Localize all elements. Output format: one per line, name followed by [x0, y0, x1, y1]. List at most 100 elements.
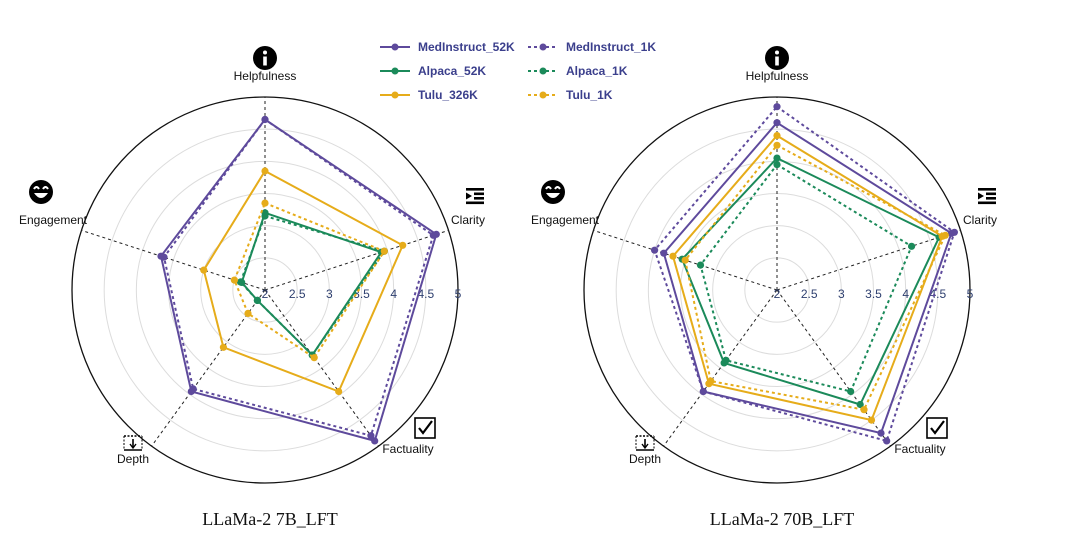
tick-label: 4: [390, 287, 397, 301]
data-point-helpfulness: [773, 132, 781, 140]
series-alpaca-1k: [696, 161, 916, 396]
tick-label: 2.5: [801, 287, 818, 301]
data-point-clarity: [908, 242, 916, 250]
series-line: [681, 156, 941, 406]
data-point-engagement: [696, 261, 705, 269]
series-line: [233, 201, 386, 360]
axis-label-factuality: Factuality: [382, 442, 433, 456]
series-line: [239, 214, 386, 357]
chart-70b: 2 2.5 3 3.5 4 4.5 5 Helpfulness Clarity Factualit…: [531, 46, 997, 529]
series-medinstruct-52k: [157, 115, 440, 445]
data-point-depth: [722, 356, 730, 364]
series-line: [202, 169, 404, 393]
data-point-factuality: [310, 354, 318, 362]
data-point-helpfulness: [773, 119, 781, 127]
data-point-engagement: [230, 276, 238, 284]
series-tulu-1k: [681, 141, 949, 414]
data-point-clarity: [399, 241, 407, 249]
tick-label: 2.5: [289, 287, 306, 301]
data-point-helpfulness: [261, 115, 269, 124]
legend-label: Tulu_326K: [418, 88, 478, 102]
legend-item-medinstruct-1k: MedInstruct_1K: [528, 40, 656, 54]
data-point-factuality: [877, 429, 885, 437]
series-line: [159, 118, 438, 443]
data-point-factuality: [367, 432, 375, 440]
axis-label-helpfulness: Helpfulness: [746, 69, 809, 83]
axis-spoke-depth: [663, 289, 778, 447]
chart-7b: 2 2.5 3 3.5 4 4.5 5HelpfulnessClarityFactualit…: [19, 46, 485, 529]
data-point-factuality: [371, 437, 379, 445]
data-point-clarity: [380, 247, 388, 255]
series-medinstruct-1k: [651, 103, 959, 445]
series-medinstruct-1k: [160, 115, 437, 440]
legend-item-tulu-1k: Tulu_1K: [528, 88, 613, 102]
axis-label-depth: Depth: [629, 452, 661, 466]
data-point-depth: [699, 387, 707, 396]
legend: MedInstruct_52K Alpaca_52K Tulu_326K MedIns…: [380, 40, 656, 102]
depth-icon: [635, 435, 655, 451]
tick-label: 5: [455, 287, 462, 301]
data-point-factuality: [883, 437, 891, 445]
grid-ring: [200, 225, 330, 355]
axis-label-clarity: Clarity: [963, 213, 997, 227]
tick-label: 2: [262, 287, 269, 301]
smiley-icon: [29, 180, 53, 204]
legend-item-medinstruct-52k: MedInstruct_52K: [380, 40, 515, 54]
axis-label-depth: Depth: [117, 452, 149, 466]
data-point-engagement: [651, 246, 659, 254]
info-icon: [253, 46, 277, 70]
tick-label: 2: [774, 287, 781, 301]
data-point-depth: [707, 377, 715, 385]
data-point-helpfulness: [261, 167, 269, 175]
axis-label-engagement: Engagement: [19, 213, 88, 227]
axis-label-engagement: Engagement: [531, 213, 600, 227]
data-point-helpfulness: [773, 103, 781, 111]
series-line: [699, 163, 913, 393]
data-point-helpfulness: [773, 154, 781, 162]
series-line: [162, 118, 435, 437]
axis-spoke-factuality: [776, 289, 891, 447]
data-point-helpfulness: [261, 212, 269, 220]
axis-spoke-factuality: [264, 289, 379, 447]
legend-item-tulu-326k: Tulu_326K: [380, 88, 478, 102]
data-point-depth: [253, 296, 261, 304]
data-point-factuality: [335, 387, 343, 396]
series-line: [653, 105, 956, 443]
axis-spoke-clarity: [264, 229, 449, 291]
series-alpaca-1k: [236, 212, 388, 359]
data-point-factuality: [856, 400, 864, 409]
legend-label: Alpaca_1K: [566, 64, 628, 78]
legend-label: MedInstruct_1K: [566, 40, 656, 54]
tick-label: 5: [967, 287, 974, 301]
axis-label-helpfulness: Helpfulness: [234, 69, 297, 83]
data-point-engagement: [236, 278, 245, 286]
legend-label: Alpaca_52K: [418, 64, 486, 78]
chart-title: LLaMa-2 70B_LFT: [710, 509, 854, 529]
data-point-depth: [189, 385, 197, 393]
data-point-factuality: [847, 387, 855, 396]
tick-label: 4.5: [929, 287, 946, 301]
data-point-engagement: [160, 253, 168, 261]
grid-ring: [103, 128, 427, 452]
grid-ring: [712, 225, 842, 355]
depth-icon: [123, 435, 143, 451]
data-point-engagement: [660, 249, 668, 257]
axis-label-factuality: Factuality: [894, 442, 945, 456]
checkbox-icon: [926, 417, 948, 439]
data-point-clarity: [941, 231, 949, 239]
tick-label: 3: [326, 287, 333, 301]
indent-icon: [466, 188, 484, 205]
data-point-helpfulness: [773, 161, 781, 169]
data-point-clarity: [429, 231, 437, 239]
data-point-depth: [219, 343, 227, 351]
data-point-engagement: [200, 266, 208, 274]
data-point-clarity: [950, 228, 959, 236]
chart-title: LLaMa-2 7B_LFT: [202, 509, 337, 529]
legend-item-alpaca-52k: Alpaca_52K: [380, 64, 486, 78]
info-icon: [765, 46, 789, 70]
axis-label-clarity: Clarity: [451, 213, 485, 227]
tick-label: 4: [902, 287, 909, 301]
legend-item-alpaca-1k: Alpaca_1K: [528, 64, 628, 78]
tick-label: 4.5: [417, 287, 434, 301]
